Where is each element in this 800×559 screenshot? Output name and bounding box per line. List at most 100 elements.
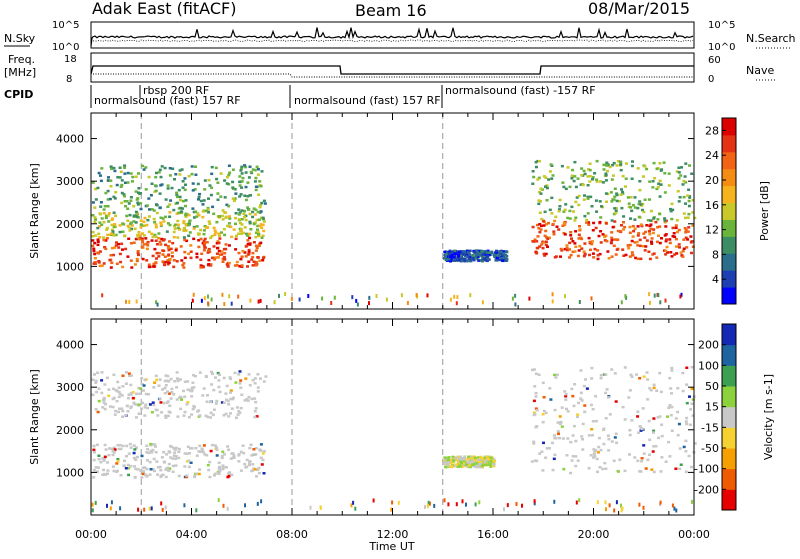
echo-cell (669, 209, 673, 213)
echo-cell (693, 442, 697, 445)
echo-cell (183, 395, 187, 398)
echo-cell (612, 161, 616, 165)
echo-cell (684, 439, 688, 443)
echo-cell (634, 256, 638, 260)
echo-cell (659, 183, 663, 186)
echo-cell (184, 224, 188, 227)
echo-cell (185, 474, 189, 477)
echo-cell (690, 172, 694, 175)
echo-cell (550, 196, 554, 200)
echo-cell (222, 376, 226, 380)
echo-cell (205, 454, 209, 457)
echo-cell (631, 160, 634, 163)
echo-cell (240, 180, 244, 183)
echo-cell (569, 440, 573, 444)
echo-cell (602, 427, 606, 430)
echo-cell (231, 197, 235, 200)
echo-cell (502, 250, 506, 253)
echo-cell (118, 252, 122, 256)
echo-cell (126, 219, 130, 222)
echo-cell (259, 456, 263, 460)
echo-cell (206, 415, 210, 419)
echo-cell (244, 503, 246, 508)
colorbar-tick-label: 200 (698, 339, 719, 352)
echo-cell (228, 412, 232, 415)
echo-cell (197, 409, 201, 412)
echo-cell (648, 453, 651, 456)
echo-cell (173, 178, 176, 181)
echo-cell (195, 225, 199, 228)
echo-cell (102, 396, 106, 400)
echo-cell (564, 187, 568, 191)
echo-cell (595, 159, 599, 163)
echo-cell (650, 468, 654, 471)
echo-cell (631, 224, 635, 228)
echo-cell (260, 216, 263, 220)
echo-cell (571, 240, 575, 243)
echo-cell (218, 390, 222, 394)
echo-cell (689, 235, 693, 238)
echo-cell (149, 442, 153, 446)
echo-cell (237, 208, 241, 211)
echo-cell (146, 244, 150, 247)
echo-cell (504, 250, 508, 253)
echo-cell (190, 386, 194, 390)
echo-cell (596, 254, 600, 257)
echo-cell (588, 240, 592, 244)
echo-cell (615, 199, 619, 203)
echo-cell (136, 250, 140, 253)
echo-cell (139, 192, 142, 195)
echo-cell (128, 213, 132, 217)
echo-cell (668, 404, 672, 407)
echo-cell (241, 444, 245, 447)
echo-cell (247, 260, 251, 263)
echo-cell (530, 368, 534, 372)
echo-cell (613, 195, 617, 198)
echo-cell (207, 179, 211, 182)
echo-cell (615, 248, 619, 251)
echo-cell (205, 400, 209, 403)
echo-cell (658, 371, 662, 375)
echo-cell (496, 258, 500, 262)
echo-cell (636, 244, 640, 247)
echo-cell (570, 205, 574, 209)
echo-cell (668, 238, 672, 241)
echo-cell (671, 226, 675, 230)
echo-cell (455, 502, 458, 507)
echo-cell (561, 224, 565, 227)
echo-cell (551, 223, 555, 226)
echo-cell (167, 392, 171, 395)
echo-cell (643, 165, 647, 168)
echo-cell (251, 168, 255, 171)
echo-cell (129, 446, 133, 449)
echo-cell (642, 505, 645, 510)
echo-cell (480, 250, 484, 253)
echo-cell (495, 251, 498, 254)
echo-cell (229, 225, 233, 229)
echo-cell (252, 241, 256, 244)
echo-cell (613, 372, 617, 375)
echo-cell (105, 216, 108, 220)
echo-cell (221, 464, 225, 467)
echo-cell (146, 448, 150, 451)
echo-cell (630, 251, 634, 254)
echo-cell (683, 175, 687, 178)
echo-cell (107, 453, 111, 457)
echo-cell (177, 450, 181, 454)
echo-cell (573, 175, 577, 178)
echo-cell (101, 473, 105, 476)
echo-cell (108, 258, 112, 262)
echo-cell (217, 232, 221, 235)
echo-cell (636, 206, 640, 210)
echo-cell (129, 196, 133, 199)
echo-cell (220, 456, 224, 460)
echo-cell (642, 210, 646, 214)
echo-cell (165, 260, 169, 264)
echo-cell (117, 246, 121, 249)
echo-cell (139, 387, 143, 390)
nsky-panel: N.Sky 10^5 10^0 10^5 10^0 N.Search (4, 20, 796, 53)
echo-cell (670, 405, 674, 409)
echo-cell (215, 242, 219, 245)
echo-cell (574, 216, 578, 219)
echo-cell (677, 243, 681, 246)
